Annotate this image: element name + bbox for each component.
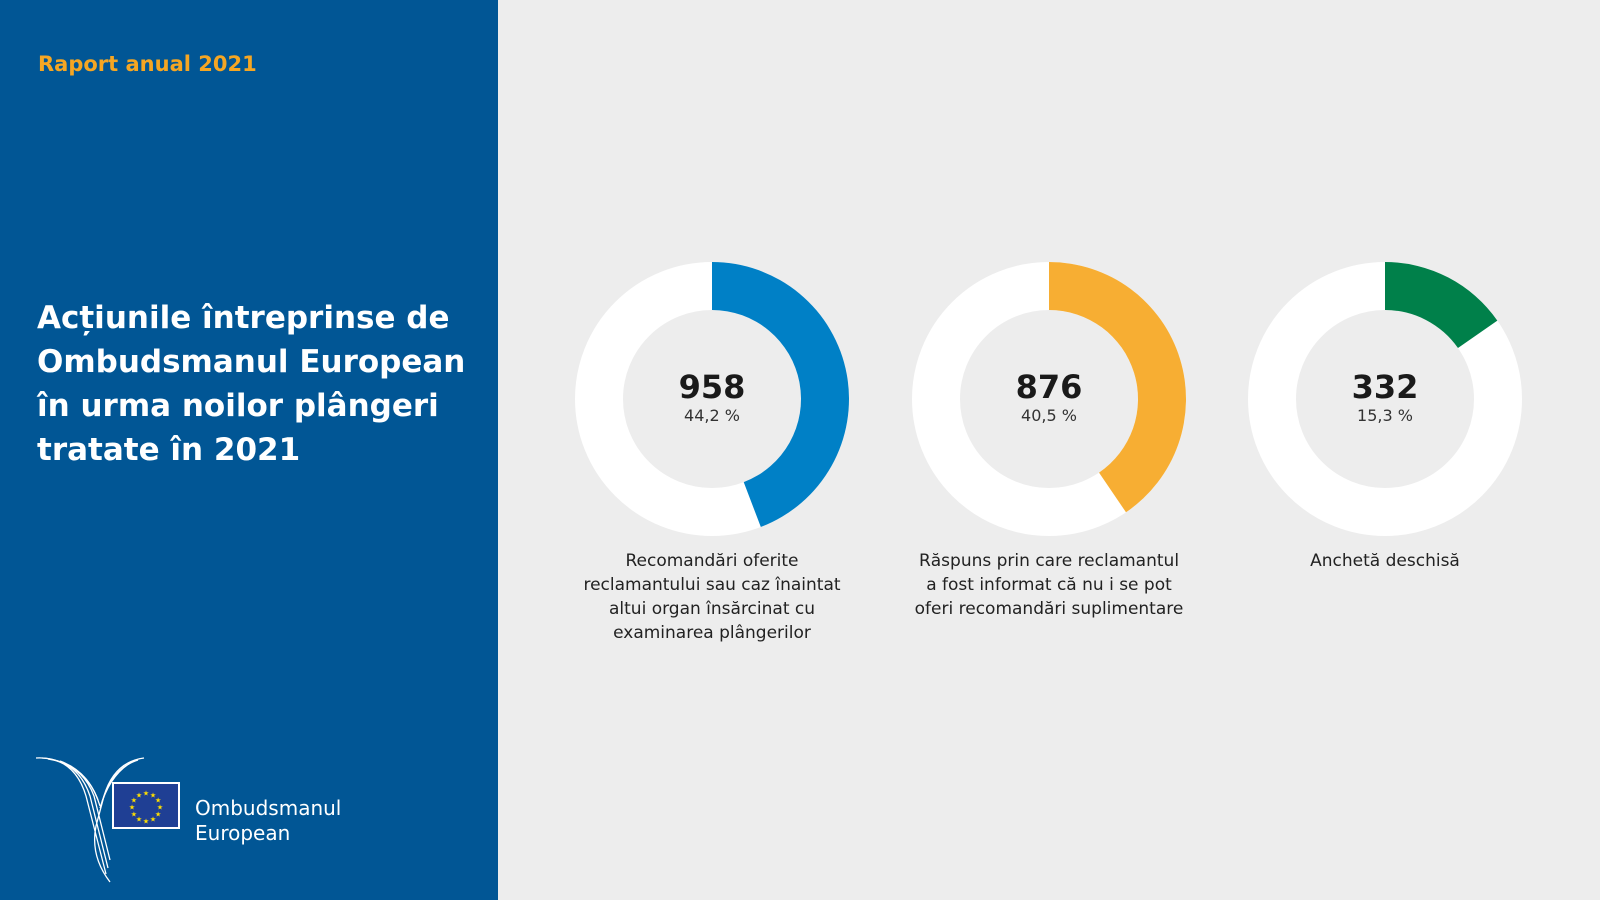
donut-value: 332 (1351, 368, 1419, 406)
svg-text:★: ★ (131, 797, 137, 805)
svg-text:★: ★ (150, 816, 156, 824)
donut-label: Anchetă deschisă (1310, 551, 1460, 571)
report-label: Raport anual 2021 (38, 52, 257, 76)
svg-text:★: ★ (155, 797, 161, 805)
donut-center: 958 44,2 % (632, 369, 792, 427)
donut-segment (1385, 262, 1498, 349)
left-panel: Raport anual 2021 Acțiunile întreprinse … (0, 0, 498, 900)
donut-value: 958 (678, 368, 746, 406)
svg-text:★: ★ (143, 790, 149, 798)
svg-text:★: ★ (155, 811, 161, 819)
svg-text:★: ★ (131, 811, 137, 819)
donut-center: 876 40,5 % (969, 369, 1129, 427)
svg-text:★: ★ (129, 804, 135, 812)
donut-percent: 40,5 % (1021, 406, 1077, 425)
donut-segment (1049, 262, 1186, 513)
donut-charts (575, 262, 1522, 536)
ombudsman-logo: ★ ★★★★★★★★★★★ (35, 757, 180, 883)
donut-label: Răspuns prin care reclamantul a fost inf… (914, 551, 1184, 619)
logo-line-1: Ombudsmanul (195, 796, 342, 820)
svg-text:★: ★ (150, 791, 156, 799)
svg-text:★: ★ (136, 816, 142, 824)
donut-center: 332 15,3 % (1305, 369, 1465, 427)
logo-text: Ombudsmanul European (195, 796, 341, 846)
donut-percent: 44,2 % (684, 406, 740, 425)
logo-line-2: European (195, 821, 291, 845)
donut-label: Recomandări oferite reclamantului sau ca… (583, 551, 841, 643)
page-title: Acțiunile întreprinse de Ombudsmanul Eur… (37, 300, 466, 468)
svg-text:★: ★ (157, 804, 163, 812)
donut-value: 876 (1015, 368, 1083, 406)
donut-segment (712, 262, 849, 528)
svg-text:★: ★ (136, 791, 142, 799)
svg-text:★: ★ (143, 818, 149, 826)
donut-percent: 15,3 % (1357, 406, 1413, 425)
